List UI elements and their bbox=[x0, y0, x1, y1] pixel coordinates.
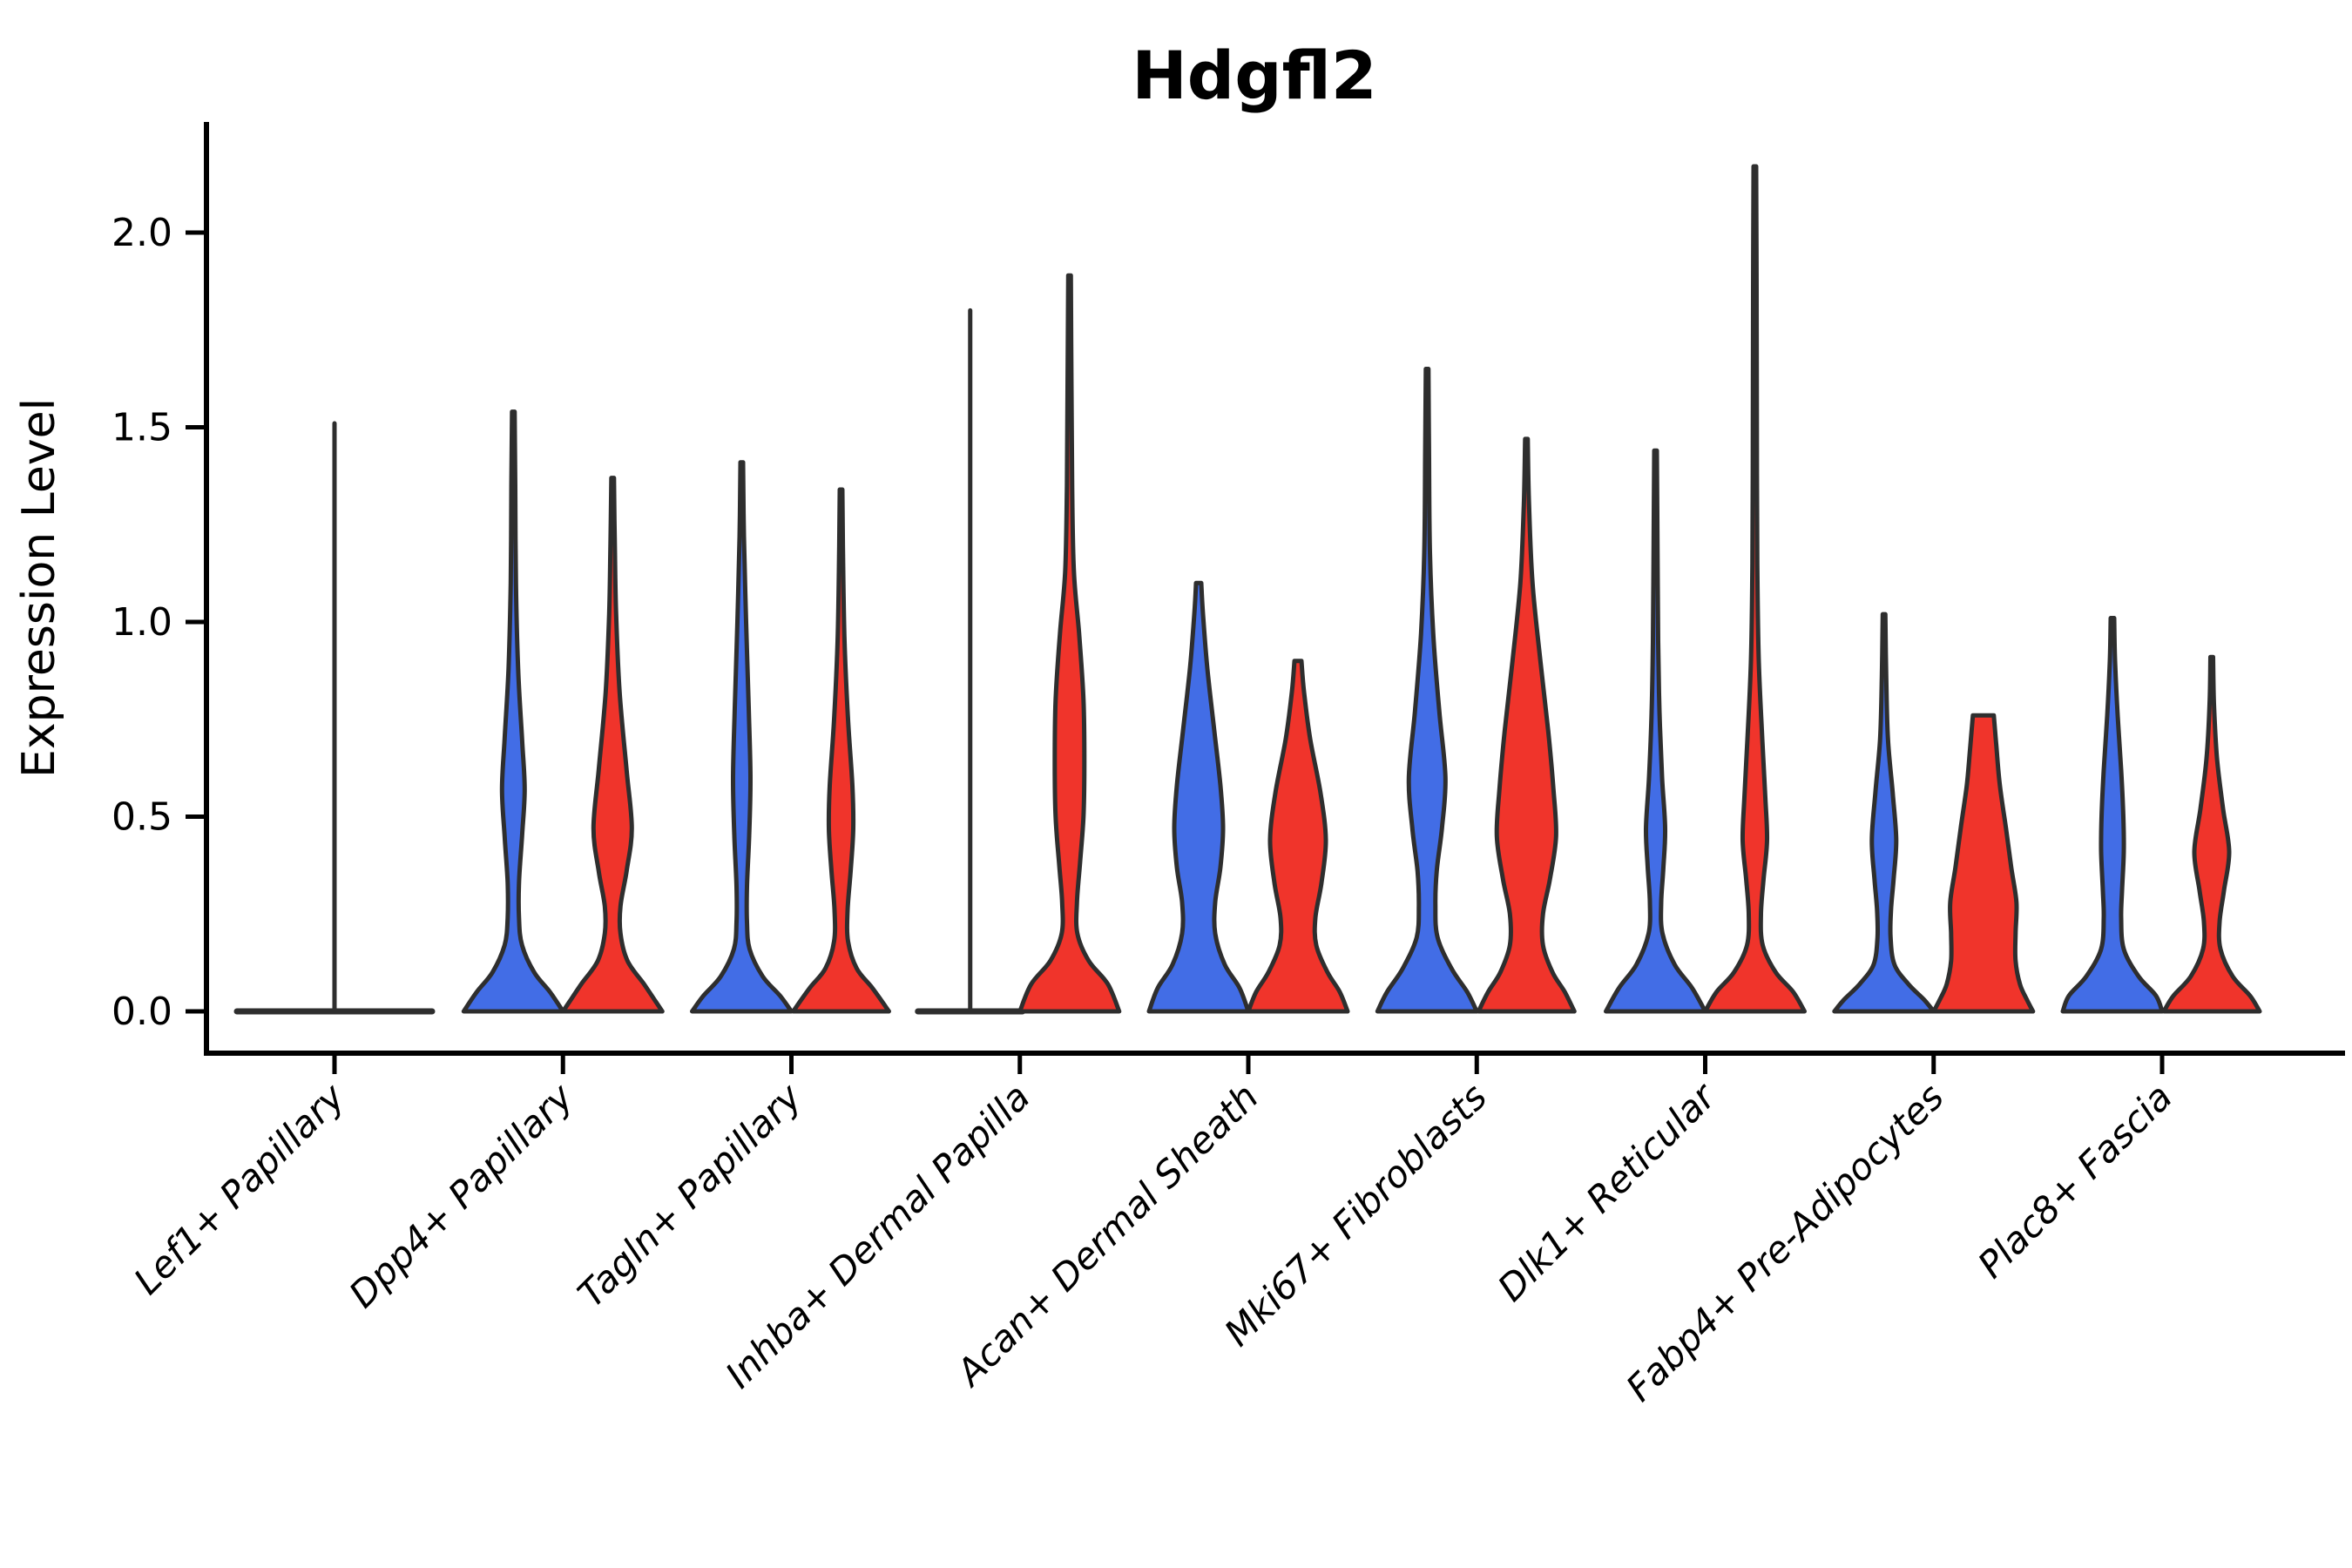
violin-7-red bbox=[1931, 713, 2036, 1014]
axes bbox=[204, 122, 2345, 1056]
x-tick-label-8: Plac8+ Fascia bbox=[1970, 1075, 2180, 1286]
x-tick-label-1: Dpp4+ Papillary bbox=[341, 1075, 582, 1316]
y-tick-label-0.5: 0.5 bbox=[112, 795, 172, 840]
violin-5-red bbox=[1476, 436, 1577, 1014]
y-axis-title: Expression Level bbox=[13, 398, 65, 778]
violins-layer bbox=[233, 164, 2262, 1015]
y-tick-label-1.5: 1.5 bbox=[112, 406, 172, 450]
violin-4-blue bbox=[1146, 580, 1251, 1014]
violin-3-red bbox=[1017, 273, 1122, 1014]
violin-2-red bbox=[791, 487, 891, 1014]
violin-1-red bbox=[560, 476, 665, 1014]
violin-4-red bbox=[1246, 659, 1350, 1014]
violin-2-blue bbox=[690, 460, 794, 1014]
violin-6-red bbox=[1703, 164, 1807, 1014]
y-tick-label-0.0: 0.0 bbox=[112, 990, 172, 1034]
violin-8-red bbox=[2161, 654, 2262, 1014]
x-tick-label-6: Dlk1+ Reticular bbox=[1490, 1073, 1726, 1309]
x-tick-label-2: Tagln+ Papillary bbox=[570, 1075, 811, 1316]
y-tick-label-2.0: 2.0 bbox=[112, 211, 172, 255]
x-tick-label-5: Mki67+ Fibroblasts bbox=[1216, 1075, 1495, 1354]
x-tick-label-0: Lef1+ Papillary bbox=[125, 1075, 354, 1303]
chart-title: Hdgfl2 bbox=[1132, 37, 1377, 114]
violin-7-blue bbox=[1832, 612, 1936, 1014]
violin-5-blue bbox=[1375, 367, 1479, 1014]
violin-6-blue bbox=[1604, 448, 1707, 1014]
violin-1-blue bbox=[461, 409, 565, 1014]
y-axis-ticks: 0.0 0.5 1.0 1.5 2.0 bbox=[112, 211, 206, 1034]
y-tick-label-1.0: 1.0 bbox=[112, 600, 172, 645]
violin-8-blue bbox=[2060, 616, 2165, 1014]
